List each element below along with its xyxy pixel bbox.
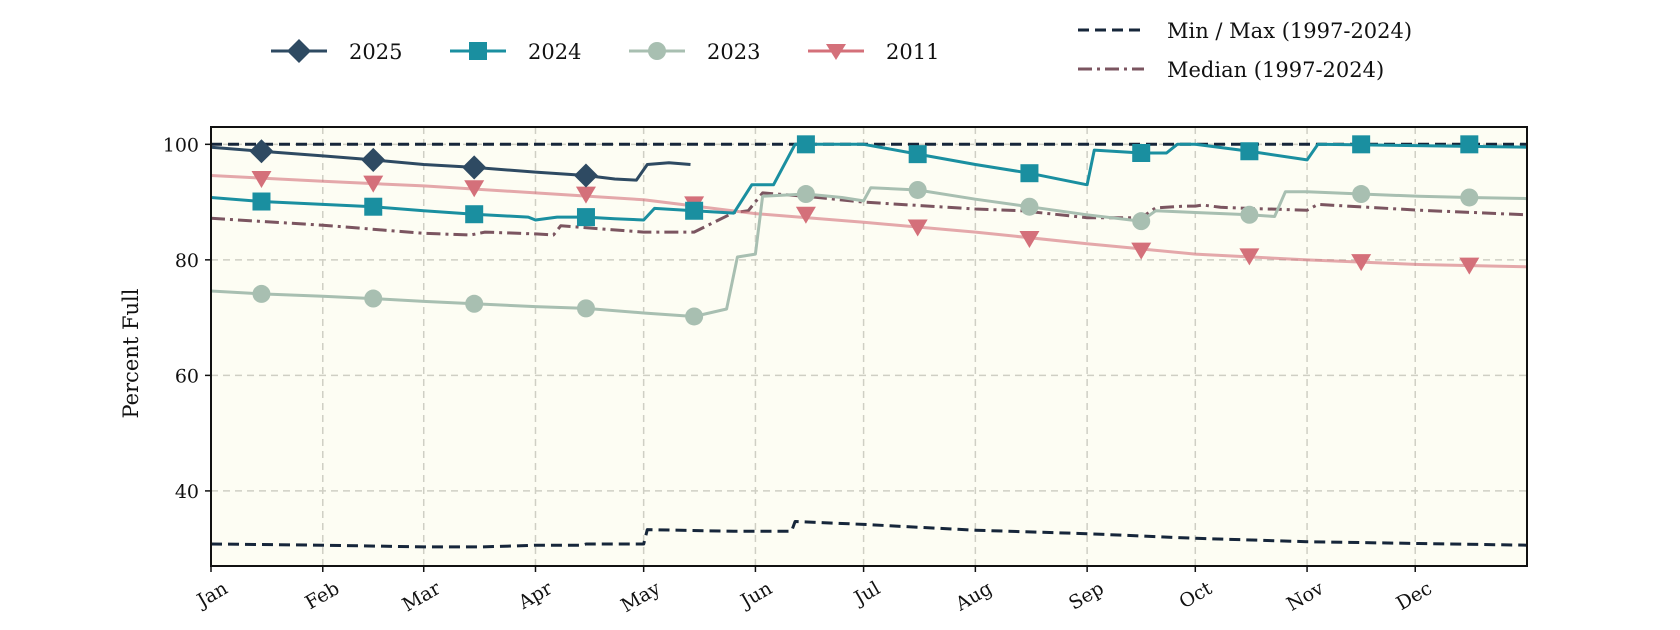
x-tick-label: Mar	[399, 577, 445, 616]
marker-2023	[1460, 188, 1478, 206]
y-tick-label: 60	[175, 365, 199, 387]
marker-2024	[1132, 144, 1150, 162]
legend-marker-2023	[648, 42, 666, 60]
marker-2024	[465, 205, 483, 223]
x-tick-label: Sep	[1065, 577, 1108, 614]
legend: 2025 2024 2023 2011 Min / Max (1997-2024…	[271, 19, 1412, 82]
marker-2023	[1352, 185, 1370, 203]
legend-entry-median: Median (1997-2024)	[1078, 58, 1384, 82]
legend-label-2024: 2024	[528, 40, 581, 64]
marker-2023	[465, 295, 483, 313]
legend-entry-2024: 2024	[450, 40, 581, 64]
legend-entry-2011: 2011	[808, 40, 939, 64]
x-tick-label: Oct	[1175, 577, 1216, 613]
legend-label-2023: 2023	[707, 40, 760, 64]
legend-entry-2025: 2025	[271, 39, 402, 64]
marker-2024	[1240, 142, 1258, 160]
marker-2023	[909, 181, 927, 199]
marker-2023	[1020, 198, 1038, 216]
marker-2023	[1240, 206, 1258, 224]
marker-2024	[252, 193, 270, 211]
y-tick-label: 40	[175, 481, 199, 503]
marker-2024	[1460, 135, 1478, 153]
marker-2024	[1020, 164, 1038, 182]
y-axis-title: Percent Full	[119, 288, 143, 418]
legend-marker-2025	[287, 39, 311, 63]
x-tick-label: Jun	[735, 577, 776, 613]
legend-marker-2024	[469, 42, 487, 60]
x-tick-label: Aug	[951, 577, 996, 616]
marker-2024	[685, 202, 703, 220]
legend-entry-minmax: Min / Max (1997-2024)	[1078, 19, 1412, 43]
marker-2023	[797, 185, 815, 203]
y-tick-label: 100	[163, 134, 199, 156]
legend-label-median: Median (1997-2024)	[1167, 58, 1384, 82]
marker-2024	[909, 145, 927, 163]
marker-2023	[364, 290, 382, 308]
x-tick-label: Apr	[514, 577, 557, 614]
x-tick-label: Nov	[1283, 577, 1328, 616]
marker-2023	[685, 307, 703, 325]
marker-2023	[252, 285, 270, 303]
x-tick-label: Feb	[301, 577, 343, 614]
x-tick-label: Dec	[1393, 577, 1436, 615]
marker-2023	[577, 299, 595, 317]
legend-label-2025: 2025	[349, 40, 402, 64]
legend-label-minmax: Min / Max (1997-2024)	[1167, 19, 1412, 43]
marker-2024	[364, 198, 382, 216]
x-axis: Jan Feb Mar Apr May Jun Jul Aug Sep Oct Nov Dec	[192, 566, 1436, 617]
legend-entry-2023: 2023	[629, 40, 760, 64]
y-tick-label: 80	[175, 250, 199, 272]
marker-2024	[577, 208, 595, 226]
marker-2024	[797, 135, 815, 153]
marker-2024	[1352, 135, 1370, 153]
legend-label-2011: 2011	[886, 40, 939, 64]
x-tick-label: May	[617, 577, 664, 617]
x-tick-label: Jul	[849, 577, 884, 610]
y-axis: 40 60 80 100	[163, 134, 211, 503]
x-tick-label: Jan	[192, 577, 232, 613]
marker-2023	[1132, 212, 1150, 230]
